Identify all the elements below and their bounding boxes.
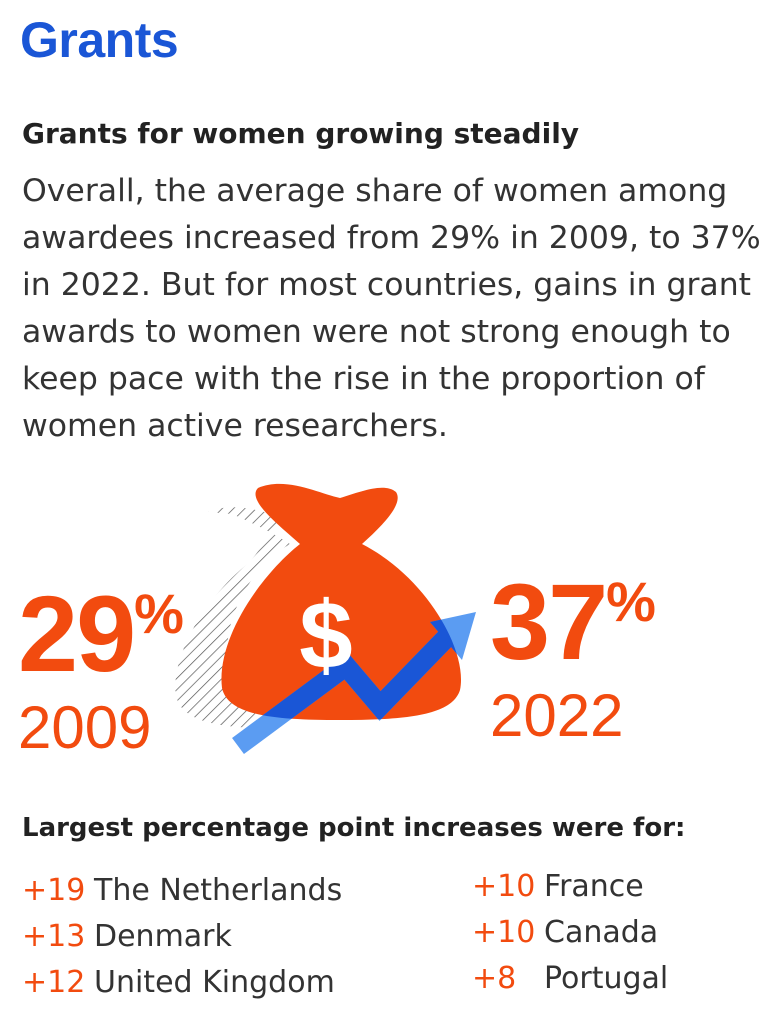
increase-value: +10 bbox=[472, 869, 536, 904]
list-item: +10 Canada bbox=[472, 910, 668, 956]
stat-2009-year: 2009 bbox=[18, 694, 152, 761]
country-name: Denmark bbox=[94, 919, 232, 954]
money-bag-graphic: $ bbox=[175, 483, 476, 755]
increases-title: Largest percentage point increases were … bbox=[22, 813, 686, 843]
bag-shadow-hatch bbox=[175, 507, 290, 728]
section-title: Grants bbox=[20, 12, 179, 68]
stat-2022-percent: 37% bbox=[490, 548, 656, 676]
money-bag-icon bbox=[221, 483, 462, 720]
country-name: France bbox=[544, 869, 644, 904]
country-name: United Kingdom bbox=[94, 965, 335, 1000]
country-name: Canada bbox=[544, 915, 659, 950]
increases-list-left: +19 The Netherlands +13 Denmark +12 United … bbox=[22, 868, 342, 1006]
stat-2009-percent-sign: % bbox=[134, 582, 184, 645]
stat-2022: 37% 2022 bbox=[490, 548, 656, 748]
increase-value: +13 bbox=[22, 919, 86, 954]
list-item: +13 Denmark bbox=[22, 914, 342, 960]
stat-2009-percent: 29% bbox=[18, 560, 184, 688]
stat-2022-year: 2022 bbox=[490, 682, 624, 749]
subtitle: Grants for women growing steadily bbox=[22, 117, 580, 150]
stat-2009: 29% 2009 bbox=[18, 560, 184, 760]
increase-value: +12 bbox=[22, 965, 86, 1000]
body-paragraph: Overall, the average share of women amon… bbox=[22, 173, 761, 444]
stat-2022-percent-sign: % bbox=[606, 570, 656, 633]
list-item: +10 France bbox=[472, 864, 668, 910]
list-item: +8 Portugal bbox=[472, 956, 668, 1002]
list-item: +19 The Netherlands bbox=[22, 868, 342, 914]
increase-value: +8 bbox=[472, 961, 517, 996]
stat-2009-value: 29 bbox=[18, 573, 136, 694]
increase-value: +19 bbox=[22, 873, 86, 908]
stat-2022-value: 37 bbox=[490, 561, 608, 682]
dollar-symbol: $ bbox=[299, 582, 352, 689]
country-name: The Netherlands bbox=[94, 873, 343, 908]
increase-value: +10 bbox=[472, 915, 536, 950]
list-item: +12 United Kingdom bbox=[22, 960, 342, 1006]
increases-list-right: +10 France +10 Canada +8 Portugal bbox=[472, 864, 668, 1002]
country-name: Portugal bbox=[544, 961, 669, 996]
